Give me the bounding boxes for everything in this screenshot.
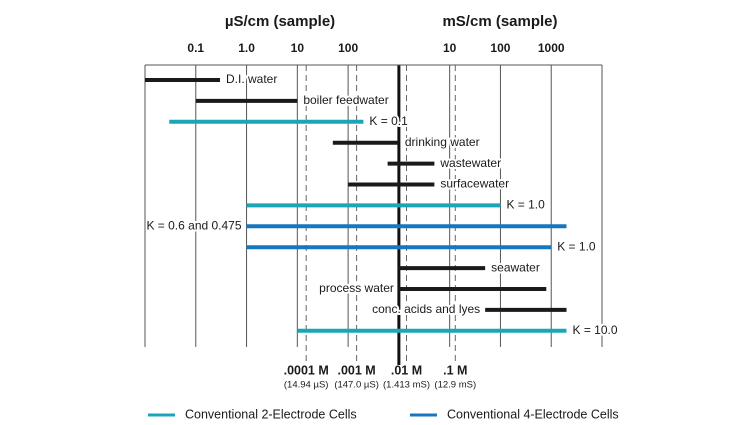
range-label: K = 10.0 [573, 323, 618, 337]
concentration-value: (1.413 mS) [383, 380, 430, 391]
range-label: K = 0.1 [369, 114, 408, 128]
axis-title: mS/cm (sample) [442, 13, 557, 30]
axis-title: µS/cm (sample) [225, 13, 335, 30]
legend-label: Conventional 4-Electrode Cells [447, 407, 619, 421]
range-label: process water [319, 281, 394, 295]
range-label: drinking water [405, 135, 480, 149]
concentration-value: (12.9 mS) [434, 380, 476, 391]
legend-label: Conventional 2-Electrode Cells [185, 407, 357, 421]
concentration-value: (14.94 µS) [284, 380, 329, 391]
x-tick-label: 1000 [538, 41, 565, 55]
x-tick-label: 10 [291, 41, 305, 55]
concentration-label: .0001 M [284, 363, 329, 377]
concentration-label: .01 M [391, 363, 422, 377]
range-label: D.I. water [226, 72, 277, 86]
range-label: conc. acids and lyes [372, 302, 480, 316]
x-tick-label: 100 [490, 41, 510, 55]
range-label: K = 1.0 [557, 239, 596, 253]
range-label: seawater [491, 260, 540, 274]
x-tick-label: 1.0 [238, 41, 255, 55]
range-label: K = 0.6 and 0.475 [146, 218, 241, 232]
range-label: wastewater [439, 156, 501, 170]
x-tick-label: 100 [338, 41, 358, 55]
x-tick-label: 0.1 [187, 41, 204, 55]
concentration-label: .1 M [443, 363, 467, 377]
concentration-value: (147.0 µS) [334, 380, 379, 391]
range-label: boiler feedwater [303, 93, 388, 107]
x-tick-label: 10 [443, 41, 457, 55]
concentration-label: .001 M [337, 363, 375, 377]
range-label: surfacewater [440, 177, 509, 191]
range-label: K = 1.0 [506, 198, 545, 212]
